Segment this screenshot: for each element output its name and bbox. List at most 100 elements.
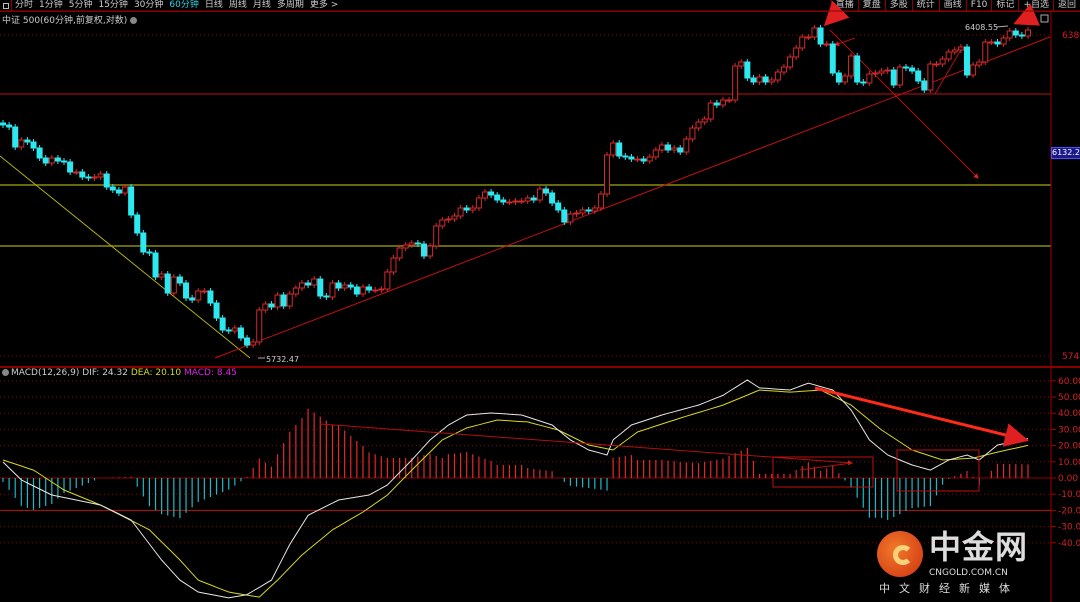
logo-name: 中金网 (929, 528, 1029, 566)
candle (823, 43, 830, 46)
macd-box-arrow (799, 462, 853, 471)
period-tab-3[interactable]: 15分钟 (98, 0, 128, 10)
candle (189, 297, 196, 301)
toolbar-button-6[interactable]: 标记 (991, 0, 1018, 11)
candle (30, 141, 37, 149)
red-up-arrow-line (934, 47, 963, 95)
candle (1018, 34, 1025, 37)
period-tab-8[interactable]: 月线 (252, 0, 271, 10)
logo-emblem-icon (877, 531, 923, 577)
candle (970, 64, 977, 76)
candle (195, 290, 202, 301)
candle (640, 158, 647, 162)
candle (469, 207, 476, 211)
candle (427, 245, 434, 257)
candle (719, 99, 726, 106)
candle (579, 209, 586, 214)
candle (6, 124, 13, 128)
period-tab-2[interactable]: 5分钟 (68, 0, 93, 10)
candle (567, 213, 574, 223)
layout-toggle-icon[interactable] (0, 0, 12, 11)
candle (634, 158, 641, 161)
candle (677, 147, 684, 153)
candle (158, 273, 165, 278)
candle (408, 242, 415, 246)
candle (530, 197, 537, 201)
candle (841, 75, 848, 83)
candle (231, 327, 238, 332)
candle (805, 36, 812, 39)
candle (1012, 30, 1019, 36)
period-tab-1[interactable]: 1分钟 (39, 0, 63, 10)
candle (475, 197, 482, 209)
period-tab-9[interactable]: 多周期 (276, 0, 304, 10)
candle (244, 337, 251, 346)
candle (701, 118, 708, 123)
candle (872, 72, 879, 75)
period-tab-0[interactable]: 分时 (15, 0, 34, 10)
candle (573, 212, 580, 215)
candle (793, 47, 800, 58)
candle (488, 191, 495, 196)
period-tab-5[interactable]: 60分钟 (169, 0, 199, 10)
candle (420, 243, 427, 257)
logo-tagline: 中文财经新媒体 (879, 582, 1019, 595)
period-tabs: 分时 1分钟 5分钟 15分钟 30分钟 60分钟 日线 周线 月线 多周期 更多 > (0, 0, 341, 11)
period-tab-6[interactable]: 日线 (204, 0, 223, 10)
candle (12, 126, 19, 148)
candle (176, 276, 183, 284)
candle (988, 41, 995, 44)
candle (921, 80, 928, 91)
candle (42, 157, 49, 164)
macd-axis-label: -10.00 (1058, 490, 1080, 500)
macd-axis-label: 50.00 (1058, 393, 1080, 403)
peak-arrow-2 (1013, 3, 1041, 26)
candle (103, 173, 110, 188)
period-tab-4[interactable]: 30分钟 (133, 0, 164, 10)
candle (671, 147, 678, 151)
candle (707, 102, 714, 120)
candle (585, 209, 592, 212)
candle (939, 58, 946, 65)
candle (18, 139, 25, 148)
macd-annotation-box-2 (896, 449, 980, 492)
candle (835, 72, 842, 83)
chart-title: 中证 500(60分钟,前复权,对数) (2, 13, 138, 26)
candle (481, 191, 488, 199)
toolbar-button-2[interactable]: 多股 (884, 0, 912, 11)
candle (237, 327, 244, 339)
settings-icon[interactable] (2, 369, 9, 376)
candle (152, 252, 159, 278)
candle (957, 46, 964, 51)
candle (274, 294, 281, 308)
candle (73, 171, 80, 174)
chart-title-text: 中证 500(60分钟,前复权,对数) (2, 16, 128, 26)
chevron-down-icon[interactable] (130, 17, 138, 24)
toolbar-button-5[interactable]: F10 (965, 0, 992, 11)
candle (1000, 37, 1007, 45)
candle (91, 176, 98, 179)
red-uptrend-line (214, 36, 1051, 359)
candle (860, 81, 867, 84)
toolbar-button-3[interactable]: 统计 (911, 0, 939, 11)
toolbar-button-1[interactable]: 复盘 (857, 0, 885, 11)
panel-toggle-icon[interactable] (1040, 14, 1049, 23)
candle (610, 142, 617, 156)
macd-value: MACD: 8.45 (184, 368, 237, 378)
toolbar-button-4[interactable]: 画线 (938, 0, 966, 11)
period-tab-10[interactable]: 更多 > (309, 0, 339, 10)
candle (359, 286, 366, 295)
candle (280, 294, 287, 307)
toolbar-button-8[interactable]: 返回 (1052, 0, 1080, 11)
candle (128, 186, 135, 216)
period-tab-7[interactable]: 周线 (228, 0, 247, 10)
candle (695, 121, 702, 129)
candle (353, 286, 360, 295)
candle (48, 157, 55, 164)
candle (622, 155, 629, 158)
candle (451, 215, 458, 220)
candle (976, 61, 983, 66)
red-down-arrow-line (829, 29, 979, 179)
macd-axis-label: -30.00 (1058, 523, 1080, 533)
